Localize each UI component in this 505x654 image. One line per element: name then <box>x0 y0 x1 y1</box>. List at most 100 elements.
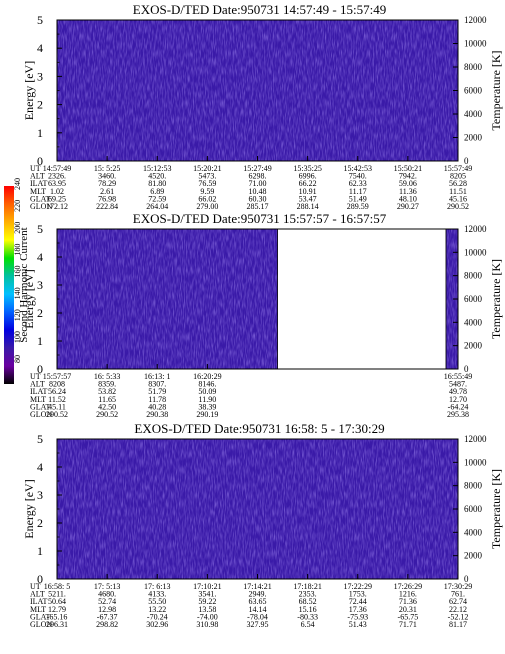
ephemeris-value: 5211. <box>48 590 66 599</box>
ephemeris-value: 1753. <box>349 590 367 599</box>
y2-tick-label: 4000 <box>464 109 483 119</box>
ephemeris-value: 15: 5:25 <box>94 164 120 173</box>
ephemeris-value: 279.00 <box>196 202 218 211</box>
ephemeris-value: 6.89 <box>150 187 164 196</box>
ephemeris-value: 3460. <box>98 172 116 181</box>
ephemeris-value: -64.24 <box>448 402 469 411</box>
ephemeris-row-label: ALT <box>30 380 45 389</box>
colorbar-tick-label: 200 <box>13 222 22 234</box>
ephemeris-value: 66.22 <box>299 179 317 188</box>
ephemeris-value: -52.12 <box>448 612 469 621</box>
y2-tick-label: 4000 <box>464 317 483 327</box>
ephemeris-value: 15.16 <box>299 605 317 614</box>
spectrogram-noise-texture <box>57 229 278 369</box>
colorbar-tick-label: 100 <box>13 331 22 343</box>
ephemeris-value: 63.65 <box>249 597 267 606</box>
ephemeris-value: 15:57:49 <box>444 164 472 173</box>
ephemeris-row-label: GLON <box>30 410 52 419</box>
ephemeris-value: 13.22 <box>148 605 166 614</box>
y-tick-label: 3 <box>37 278 43 292</box>
ephemeris-value: 4520. <box>148 172 166 181</box>
ephemeris-value: 285.17 <box>247 202 269 211</box>
ephemeris-value: 22.12 <box>449 605 467 614</box>
ephemeris-value: 17:10:21 <box>193 582 221 591</box>
ephemeris-value: 8208 <box>49 380 65 389</box>
ephemeris-value: 222.84 <box>96 202 118 211</box>
y-tick-label: 4 <box>37 41 43 55</box>
ephemeris-value: 15:27:49 <box>243 164 271 173</box>
colorbar: 240 220 200 180 160 140 120 100 80 Second Harmon… <box>4 178 30 384</box>
y2-tick-label: 10000 <box>464 39 487 49</box>
ephemeris-value: 11.90 <box>199 395 217 404</box>
ephemeris-value: 15:35:25 <box>293 164 321 173</box>
ephemeris-value: 72.44 <box>349 597 367 606</box>
ephemeris-value: 56.24 <box>48 387 66 396</box>
y2-tick-label: 6000 <box>464 504 483 514</box>
colorbar-gradient <box>4 186 14 384</box>
ephemeris-value: -75.93 <box>347 612 368 621</box>
ephemeris-value: 71.36 <box>399 597 417 606</box>
ephemeris-value: -67.37 <box>97 612 118 621</box>
colorbar-tick-label: 240 <box>13 178 22 190</box>
ephemeris-row-label: GLON <box>30 202 52 211</box>
ephemeris-value: 172.12 <box>46 202 68 211</box>
ephemeris-value: 290.19 <box>196 410 218 419</box>
y2-tick-label: 2000 <box>464 341 483 351</box>
ephemeris-value: 17.36 <box>349 605 367 614</box>
ephemeris-value: 45.16 <box>449 194 467 203</box>
ephemeris-value: 8307. <box>148 380 166 389</box>
y2-axis-label: Temperature [K] <box>489 469 503 549</box>
ephemeris-value: 66.02 <box>198 194 216 203</box>
ephemeris-row-label: GLAT <box>30 402 51 411</box>
ephemeris-value: 12.70 <box>449 395 467 404</box>
y2-tick-label: 0 <box>464 364 469 374</box>
ephemeris-value: 56.28 <box>449 179 467 188</box>
y-axis-label: Energy [eV] <box>22 61 36 120</box>
ephemeris-value: 11.17 <box>349 187 367 196</box>
ephemeris-value: 295.38 <box>447 410 469 419</box>
y-tick-label: 0 <box>37 362 43 376</box>
spectrogram-noise-texture <box>57 439 458 579</box>
ephemeris-row-label: MLT <box>30 187 46 196</box>
y2-tick-label: 0 <box>464 574 469 584</box>
ephemeris-value: 60.30 <box>249 194 267 203</box>
ephemeris-value: 5473. <box>198 172 216 181</box>
colorbar-tick-label: 160 <box>13 266 22 278</box>
ephemeris-value: 6298. <box>249 172 267 181</box>
ephemeris-value: 13.58 <box>198 605 216 614</box>
ephemeris-value: 290.38 <box>146 410 168 419</box>
ephemeris-value: 310.98 <box>196 620 218 629</box>
y2-tick-label: 8000 <box>464 271 483 281</box>
ephemeris-value: 15:20:21 <box>193 164 221 173</box>
ephemeris-value: -65.75 <box>398 612 419 621</box>
ephemeris-row-label: ILAT <box>30 597 47 606</box>
ephemeris-value: 11.36 <box>399 187 417 196</box>
ephemeris-value: 17: 5:13 <box>94 582 120 591</box>
ephemeris-value: 2353. <box>299 590 317 599</box>
ephemeris-value: 11.78 <box>148 395 166 404</box>
ephemeris-value: 8205 <box>450 172 466 181</box>
ephemeris-value: 327.95 <box>247 620 269 629</box>
ephemeris-value: 7942. <box>399 172 417 181</box>
panel-title: EXOS-D/TED Date:950731 16:58: 5 - 17:30:… <box>134 421 384 436</box>
y-tick-label: 1 <box>37 126 43 140</box>
ephemeris-value: -74.00 <box>197 612 218 621</box>
spectrogram-panel-1: EXOS-D/TED Date:950731 14:57:49 - 15:57:… <box>22 2 503 211</box>
ephemeris-value: 17: 6:13 <box>144 582 170 591</box>
y2-tick-label: 12000 <box>464 224 487 234</box>
ephemeris-value: 264.04 <box>146 202 168 211</box>
ephemeris-value: 59.06 <box>399 179 417 188</box>
y2-tick-label: 8000 <box>464 62 483 72</box>
ephemeris-value: -70.24 <box>147 612 168 621</box>
ephemeris-value: 6.54 <box>301 620 315 629</box>
ephemeris-value: 3541. <box>198 590 216 599</box>
ephemeris-value: 62.33 <box>349 179 367 188</box>
colorbar-tick-label: 180 <box>13 244 22 256</box>
ephemeris-value: 7540. <box>349 172 367 181</box>
ephemeris-value: 71.71 <box>399 620 417 629</box>
ephemeris-value: 40.28 <box>148 402 166 411</box>
colorbar-tick-label: 220 <box>13 200 22 212</box>
ephemeris-value: 1216. <box>399 590 417 599</box>
ephemeris-value: 48.10 <box>399 194 417 203</box>
ephemeris-value: 50.64 <box>48 597 66 606</box>
